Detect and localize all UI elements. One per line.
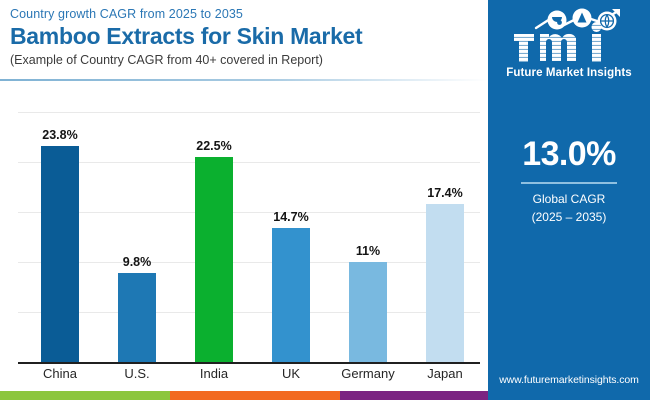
page-title: Bamboo Extracts for Skin Market <box>10 23 363 49</box>
bottom-color-strip <box>0 391 488 400</box>
gridline <box>18 112 480 113</box>
bar-group[interactable]: 9.8% <box>118 255 156 362</box>
global-cagr-caption: Global CAGR (2025 – 2035) <box>488 190 650 226</box>
bar-group[interactable]: 23.8% <box>41 128 79 362</box>
bar[interactable] <box>272 228 310 362</box>
bar-value-label: 11% <box>355 244 381 258</box>
header-divider <box>0 79 488 81</box>
bar-chart: 23.8% 9.8% 22.5% 14.7% 11% 17.4% China U.S. Ind… <box>0 82 488 391</box>
bar-value-label: 22.5% <box>196 139 232 154</box>
gridline <box>18 262 480 263</box>
category-label: Germany <box>341 366 395 381</box>
bar[interactable] <box>118 272 156 362</box>
cagr-caption-line2: (2025 – 2035) <box>531 210 607 224</box>
bar[interactable] <box>41 145 79 362</box>
bar-group[interactable]: 22.5% <box>195 139 233 362</box>
bar-group[interactable]: 14.7% <box>272 210 310 362</box>
brand-panel: Future Market Insights 13.0% Global CAGR… <box>488 0 650 400</box>
category-label: UK <box>281 366 301 381</box>
subtitle-text: (Example of Country CAGR from 40+ covere… <box>10 53 323 67</box>
cagr-caption-line1: Global CAGR <box>532 192 606 206</box>
bar-group[interactable]: 17.4% <box>426 186 464 362</box>
bar[interactable] <box>349 262 387 362</box>
header: Country growth CAGR from 2025 to 2035 Ba… <box>0 0 488 80</box>
category-label: Japan <box>427 366 463 381</box>
bar-value-label: 9.8% <box>122 254 152 269</box>
eyebrow-text: Country growth CAGR from 2025 to 2035 <box>10 7 243 21</box>
gridline <box>18 162 480 163</box>
fmi-logo-icon <box>514 8 620 62</box>
gridline <box>18 212 480 213</box>
strip-segment <box>340 391 488 400</box>
chart-panel: Country growth CAGR from 2025 to 2035 Ba… <box>0 0 488 400</box>
strip-segment <box>0 391 170 400</box>
website-url: www.futuremarketinsights.com <box>499 374 639 386</box>
bar-value-label: 23.8% <box>42 127 78 142</box>
category-label: China <box>43 366 77 381</box>
global-cagr-value: 13.0% <box>522 135 616 173</box>
bar-value-label: 14.7% <box>273 210 309 225</box>
cagr-divider <box>521 182 617 184</box>
category-label: U.S. <box>124 366 150 381</box>
fmi-logo: Future Market Insights <box>488 6 650 79</box>
bar-value-label: 17.4% <box>427 185 463 200</box>
bar-group[interactable]: 11% <box>349 244 387 362</box>
strip-segment <box>170 391 340 400</box>
bar[interactable] <box>195 157 233 362</box>
x-axis-line <box>18 362 480 364</box>
bar[interactable] <box>426 203 464 362</box>
fmi-tagline: Future Market Insights <box>506 67 632 79</box>
gridline <box>18 312 480 313</box>
category-label: India <box>199 366 229 381</box>
